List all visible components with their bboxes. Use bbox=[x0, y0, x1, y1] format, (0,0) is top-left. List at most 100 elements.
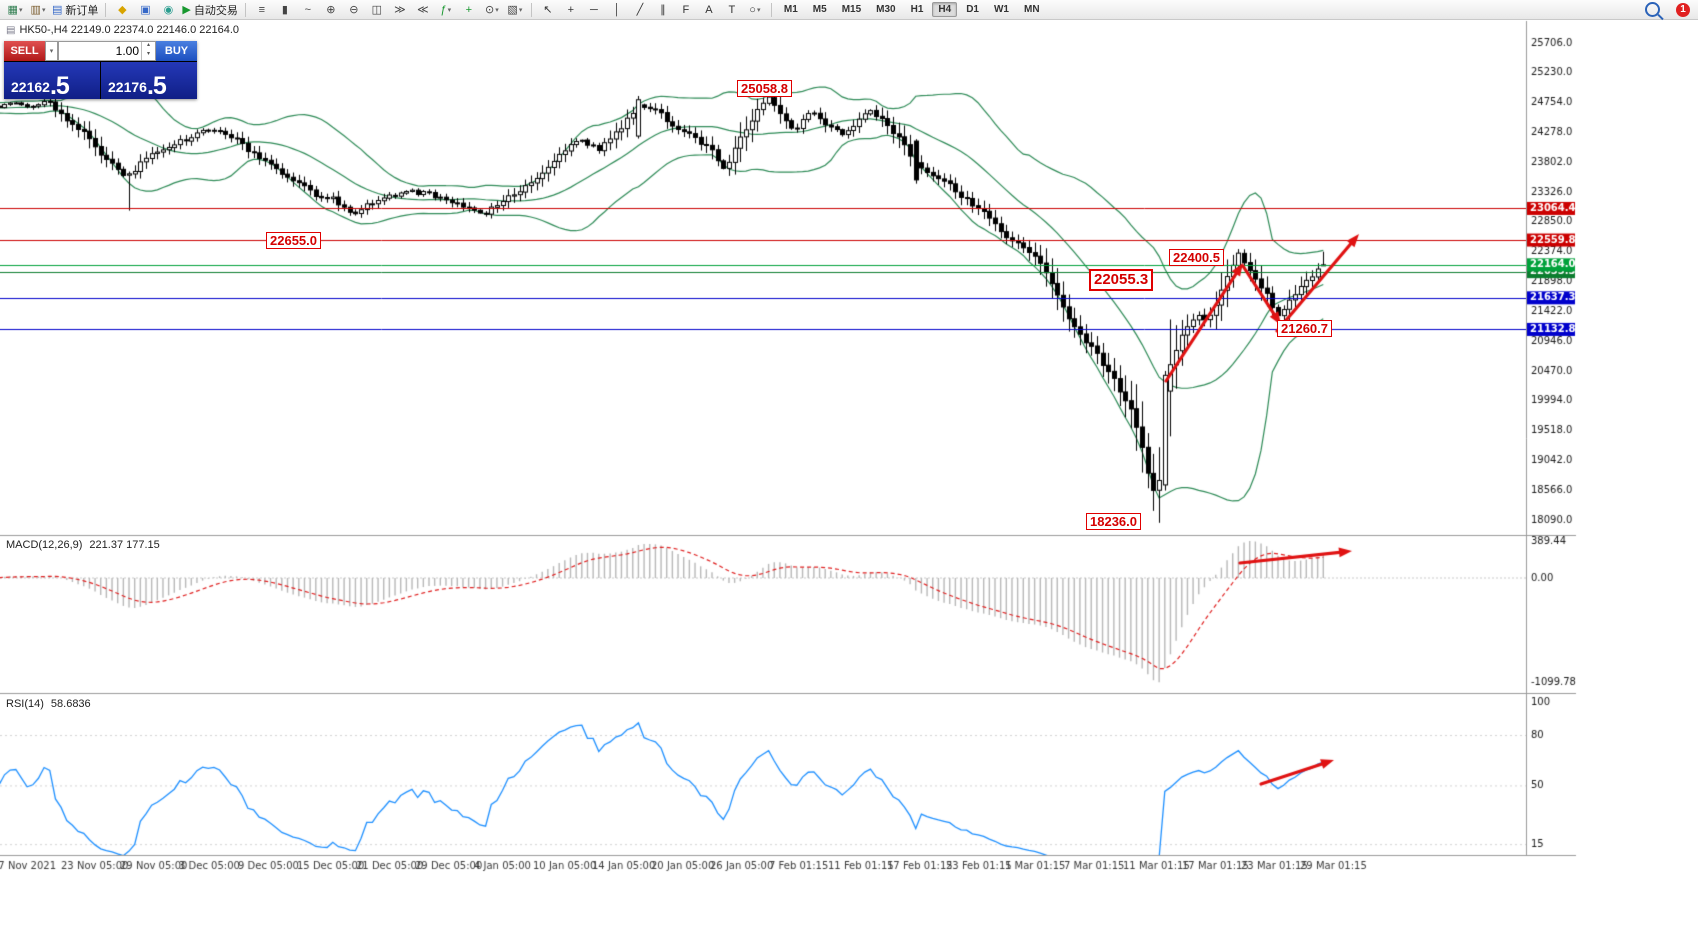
buy-price-main: 22176 bbox=[108, 79, 147, 95]
volume-decrease-button[interactable]: ▾ bbox=[146, 51, 150, 57]
buy-price[interactable]: 22176 .5 bbox=[100, 62, 197, 99]
profiles-button[interactable]: ▥ ▾ bbox=[27, 2, 49, 18]
horizontal-line-button[interactable]: ─ bbox=[583, 2, 605, 18]
symbol-ohlc-info: ▤ HK50-,H4 22149.0 22374.0 22146.0 22164… bbox=[6, 24, 239, 36]
auto-scroll-button[interactable]: ≫ bbox=[389, 2, 411, 18]
indicators-icon: ƒ bbox=[440, 3, 447, 16]
zoom-out-button[interactable]: ⊖ bbox=[343, 2, 365, 18]
chevron-down-icon: ▾ bbox=[495, 6, 499, 14]
sell-price-main: 22162 bbox=[11, 79, 50, 95]
autotrading-button[interactable]: ▶ 自动交易 bbox=[180, 2, 239, 18]
channel-button[interactable]: ∥ bbox=[652, 2, 674, 18]
timeframe-m5[interactable]: M5 bbox=[812, 4, 827, 15]
chevron-down-icon: ▾ bbox=[18, 6, 23, 14]
volume-field: ▴ ▾ bbox=[58, 41, 156, 61]
volume-spinner: ▴ ▾ bbox=[141, 42, 155, 60]
trendline-icon: ╱ bbox=[636, 3, 644, 16]
price-annotation[interactable]: 25058.8 bbox=[737, 80, 792, 97]
macd-values: 221.37 177.15 bbox=[89, 539, 160, 551]
label-button[interactable]: T bbox=[721, 2, 743, 18]
zoom-in-button[interactable]: ⊕ bbox=[320, 2, 342, 18]
tile-windows-button[interactable]: ◫ bbox=[366, 2, 388, 18]
timeframe-m30[interactable]: M30 bbox=[876, 4, 896, 15]
toolbar-separator bbox=[770, 2, 772, 17]
price-annotation[interactable]: 18236.0 bbox=[1086, 513, 1141, 530]
sell-button[interactable]: SELL bbox=[4, 41, 45, 61]
cursor-button[interactable]: ↖ bbox=[537, 2, 559, 18]
rsi-indicator-label: RSI(14) 58.6836 bbox=[6, 698, 91, 710]
metaeditor-icon: ◆ bbox=[118, 3, 127, 16]
toolbar-separator bbox=[105, 2, 107, 17]
shapes-icon: ○ bbox=[749, 3, 756, 16]
indicators-button[interactable]: ƒ ▾ bbox=[435, 2, 457, 18]
trade-panel-prices: 22162 .5 22176 .5 bbox=[4, 61, 197, 99]
terminal-button[interactable]: ▣ bbox=[134, 2, 156, 18]
line-chart-icon: ~ bbox=[304, 3, 312, 16]
add-object-icon: + bbox=[465, 3, 473, 16]
volume-dropdown[interactable]: ▾ bbox=[45, 41, 58, 61]
zoom-out-icon: ⊖ bbox=[349, 3, 359, 16]
tile-windows-icon: ◫ bbox=[371, 3, 383, 16]
cursor-icon: ↖ bbox=[543, 3, 553, 16]
timeframe-mn[interactable]: MN bbox=[1023, 4, 1040, 15]
new-order-button-label: 新订单 bbox=[65, 4, 99, 17]
chevron-down-icon: ▾ bbox=[756, 6, 761, 14]
templates-icon: ▧ bbox=[507, 3, 518, 16]
sell-price[interactable]: 22162 .5 bbox=[4, 62, 100, 99]
metaeditor-button[interactable]: ◆ bbox=[111, 2, 133, 18]
autotrading-button-label: 自动交易 bbox=[193, 4, 238, 17]
new-order-icon: ▤ bbox=[52, 3, 63, 16]
periods-button[interactable]: ⊙ ▾ bbox=[481, 2, 503, 18]
timeframe-d1[interactable]: D1 bbox=[966, 4, 979, 15]
sell-price-frac: .5 bbox=[49, 72, 70, 100]
auto-scroll-icon: ≫ bbox=[394, 3, 406, 16]
templates-button[interactable]: ▧ ▾ bbox=[504, 2, 526, 18]
price-annotation[interactable]: 22055.3 bbox=[1089, 269, 1154, 291]
add-object-button[interactable]: + bbox=[458, 2, 480, 18]
timeframe-h1[interactable]: H1 bbox=[910, 4, 924, 15]
volume-input[interactable] bbox=[59, 42, 141, 60]
price-annotation[interactable]: 22400.5 bbox=[1169, 249, 1224, 266]
price-annotation[interactable]: 22655.0 bbox=[266, 232, 321, 249]
fibonacci-button[interactable]: F bbox=[675, 2, 697, 18]
text-icon: A bbox=[705, 3, 713, 16]
volume-increase-button[interactable]: ▴ bbox=[146, 42, 150, 48]
toolbar-separator bbox=[244, 2, 246, 17]
text-button[interactable]: A bbox=[698, 2, 720, 18]
trendline-button[interactable]: ╱ bbox=[629, 2, 651, 18]
strategy-tester-button[interactable]: ◉ bbox=[157, 2, 179, 18]
rsi-value: 58.6836 bbox=[50, 698, 91, 710]
shapes-button[interactable]: ○ ▾ bbox=[744, 2, 766, 18]
chart-shift-icon: ≪ bbox=[417, 3, 429, 16]
chart-shift-button[interactable]: ≪ bbox=[412, 2, 434, 18]
symbol-ohlc-text: HK50-,H4 22149.0 22374.0 22146.0 22164.0 bbox=[19, 24, 240, 36]
chevron-down-icon: ▾ bbox=[41, 6, 46, 14]
new-order-button[interactable]: ▤ 新订单 bbox=[50, 2, 100, 18]
candlestick-chart-button[interactable]: ▮ bbox=[274, 2, 296, 18]
main-toolbar: ▦ ▾ ▥ ▾ ▤ 新订单 ◆ ▣ ◉ ▶ 自动交易 ≡ ▮ ~ ⊕ ⊖ ◫ ≫ ≪ ƒ ▾ + ⊙ ▾ ▧ ▾ ↖ + ─ │ ╱ ∥ F A T… bbox=[0, 0, 1698, 20]
periods-icon: ⊙ bbox=[485, 3, 495, 16]
price-annotation[interactable]: 21260.7 bbox=[1277, 320, 1332, 337]
chart-icon: ▤ bbox=[6, 24, 16, 36]
vertical-line-button[interactable]: │ bbox=[606, 2, 628, 18]
timeframe-m1[interactable]: M1 bbox=[783, 4, 798, 15]
buy-button[interactable]: BUY bbox=[156, 41, 197, 61]
label-icon: T bbox=[728, 3, 736, 16]
macd-label-text: MACD(12,26,9) bbox=[6, 539, 83, 551]
trade-panel-controls: SELL ▾ ▴ ▾ BUY bbox=[4, 41, 197, 61]
timeframe-m15[interactable]: M15 bbox=[841, 4, 862, 15]
line-chart-button[interactable]: ~ bbox=[297, 2, 319, 18]
timeframe-w1[interactable]: W1 bbox=[993, 4, 1009, 15]
autotrading-icon: ▶ bbox=[182, 3, 191, 16]
new-chart-button[interactable]: ▦ ▾ bbox=[4, 2, 26, 18]
search-icon[interactable] bbox=[1645, 2, 1660, 17]
one-click-trading-panel: SELL ▾ ▴ ▾ BUY 22162 .5 22176 .5 bbox=[4, 41, 197, 99]
terminal-icon: ▣ bbox=[140, 3, 151, 16]
candlestick-chart-icon: ▮ bbox=[281, 3, 288, 16]
crosshair-button[interactable]: + bbox=[560, 2, 582, 18]
timeframe-h4[interactable]: H4 bbox=[932, 2, 958, 17]
notification-badge[interactable]: 1 bbox=[1676, 2, 1690, 17]
bar-chart-button[interactable]: ≡ bbox=[251, 2, 273, 18]
